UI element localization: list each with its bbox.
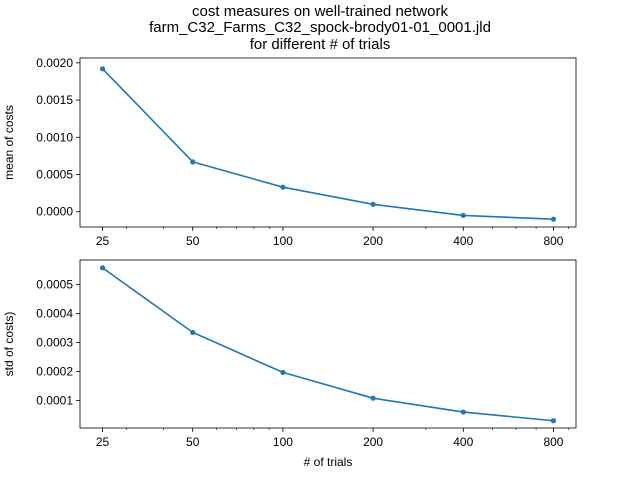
mean-y-axis-label: mean of costs — [2, 105, 16, 180]
std-data-point — [99, 265, 106, 271]
mean-data-point — [550, 216, 557, 222]
std-x-tick-label: 800 — [543, 435, 563, 449]
std-x-axis-label: # of trials — [304, 455, 353, 469]
std-y-tick-label: 0.0005 — [36, 278, 73, 292]
std-x-tick-label: 100 — [273, 435, 293, 449]
title-line-2: farm_C32_Farms_C32_spock-brody01-01_0001… — [149, 19, 491, 36]
mean-y-tick-label: 0.0015 — [36, 93, 73, 107]
std-data-point — [550, 418, 557, 424]
std-y-tick-label: 0.0003 — [36, 336, 73, 350]
mean-y-tick-label: 0.0000 — [36, 205, 73, 219]
mean-x-tick-label: 400 — [453, 234, 473, 248]
std-x-tick-label: 400 — [453, 435, 473, 449]
mean-x-tick-label: 200 — [363, 234, 383, 248]
mean-series-line — [101, 68, 554, 220]
mean-data-point — [190, 159, 196, 165]
mean-data-point — [370, 201, 376, 207]
title-line-1: cost measures on well-trained network — [192, 3, 448, 20]
mean-x-tick-label: 100 — [273, 234, 293, 248]
std-x-tick-label: 25 — [96, 435, 110, 449]
std-data-point — [190, 329, 196, 336]
mean-x-tick-label: 25 — [96, 234, 110, 248]
std-data-point — [370, 395, 376, 401]
figure-title: cost measures on well-trained networkfar… — [149, 3, 491, 53]
mean-axes-frame — [79, 57, 577, 228]
mean-data-point — [99, 66, 106, 72]
title-line-3: for different # of trials — [250, 36, 391, 53]
std-y-axis-label: std of costs) — [2, 312, 16, 377]
std-y-tick-label: 0.0001 — [36, 393, 73, 407]
std-data-point — [280, 369, 286, 375]
std-y-tick-label: 0.0004 — [36, 307, 73, 321]
mean-data-point — [460, 212, 466, 219]
mean-y-tick-label: 0.0020 — [36, 56, 73, 70]
mean-y-tick-label: 0.0005 — [36, 168, 73, 182]
std-x-tick-label: 200 — [363, 435, 383, 449]
std-costs-plot: 25 50 100 200 400 800 0.0001 0.0002 0.0003 0.0004… — [2, 259, 577, 469]
mean-data-point — [280, 184, 286, 190]
std-data-point — [460, 409, 466, 415]
mean-x-tick-label: 800 — [543, 234, 563, 248]
mean-y-tick-label: 0.0010 — [36, 130, 73, 144]
std-x-tick-label: 50 — [186, 435, 200, 449]
mean-x-tick-label: 50 — [186, 234, 200, 248]
std-series-line — [102, 267, 554, 422]
std-axes-frame — [79, 259, 577, 429]
mean-costs-plot: 25 50 100 200 400 800 0.0000 0.0005 0.0010 0.0015… — [2, 56, 577, 248]
std-y-tick-label: 0.0002 — [36, 365, 73, 379]
